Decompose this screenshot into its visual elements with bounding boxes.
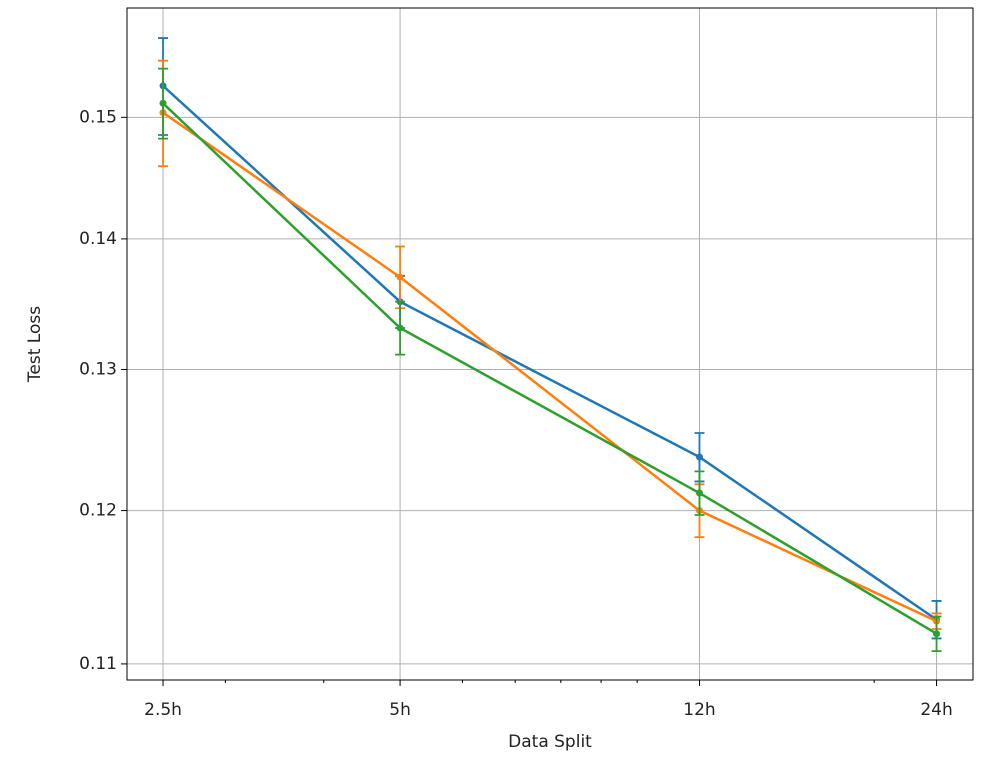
data-point: [396, 324, 404, 332]
series-line: [162, 111, 938, 623]
data-point: [695, 453, 703, 461]
x-axis-label: Data Split: [508, 732, 592, 752]
y-tick-label: 0.11: [79, 654, 117, 674]
data-point: [159, 99, 167, 107]
y-tick-label: 0.14: [79, 229, 117, 249]
series-line: [162, 84, 938, 621]
data-point: [695, 489, 703, 497]
y-axis-label: Test Loss: [25, 306, 45, 383]
y-tick-label: 0.15: [79, 107, 117, 127]
plot-frame: [126, 7, 974, 681]
data-point: [933, 630, 941, 638]
x-tick-label: 24h: [920, 700, 952, 720]
y-tick-label: 0.13: [79, 360, 117, 380]
x-tick-label: 5h: [389, 700, 411, 720]
x-tick-label: 12h: [683, 700, 715, 720]
data-point: [396, 273, 404, 281]
y-tick-label: 0.12: [79, 501, 117, 521]
series-line: [162, 102, 938, 635]
x-tick-label: 2.5h: [144, 700, 182, 720]
